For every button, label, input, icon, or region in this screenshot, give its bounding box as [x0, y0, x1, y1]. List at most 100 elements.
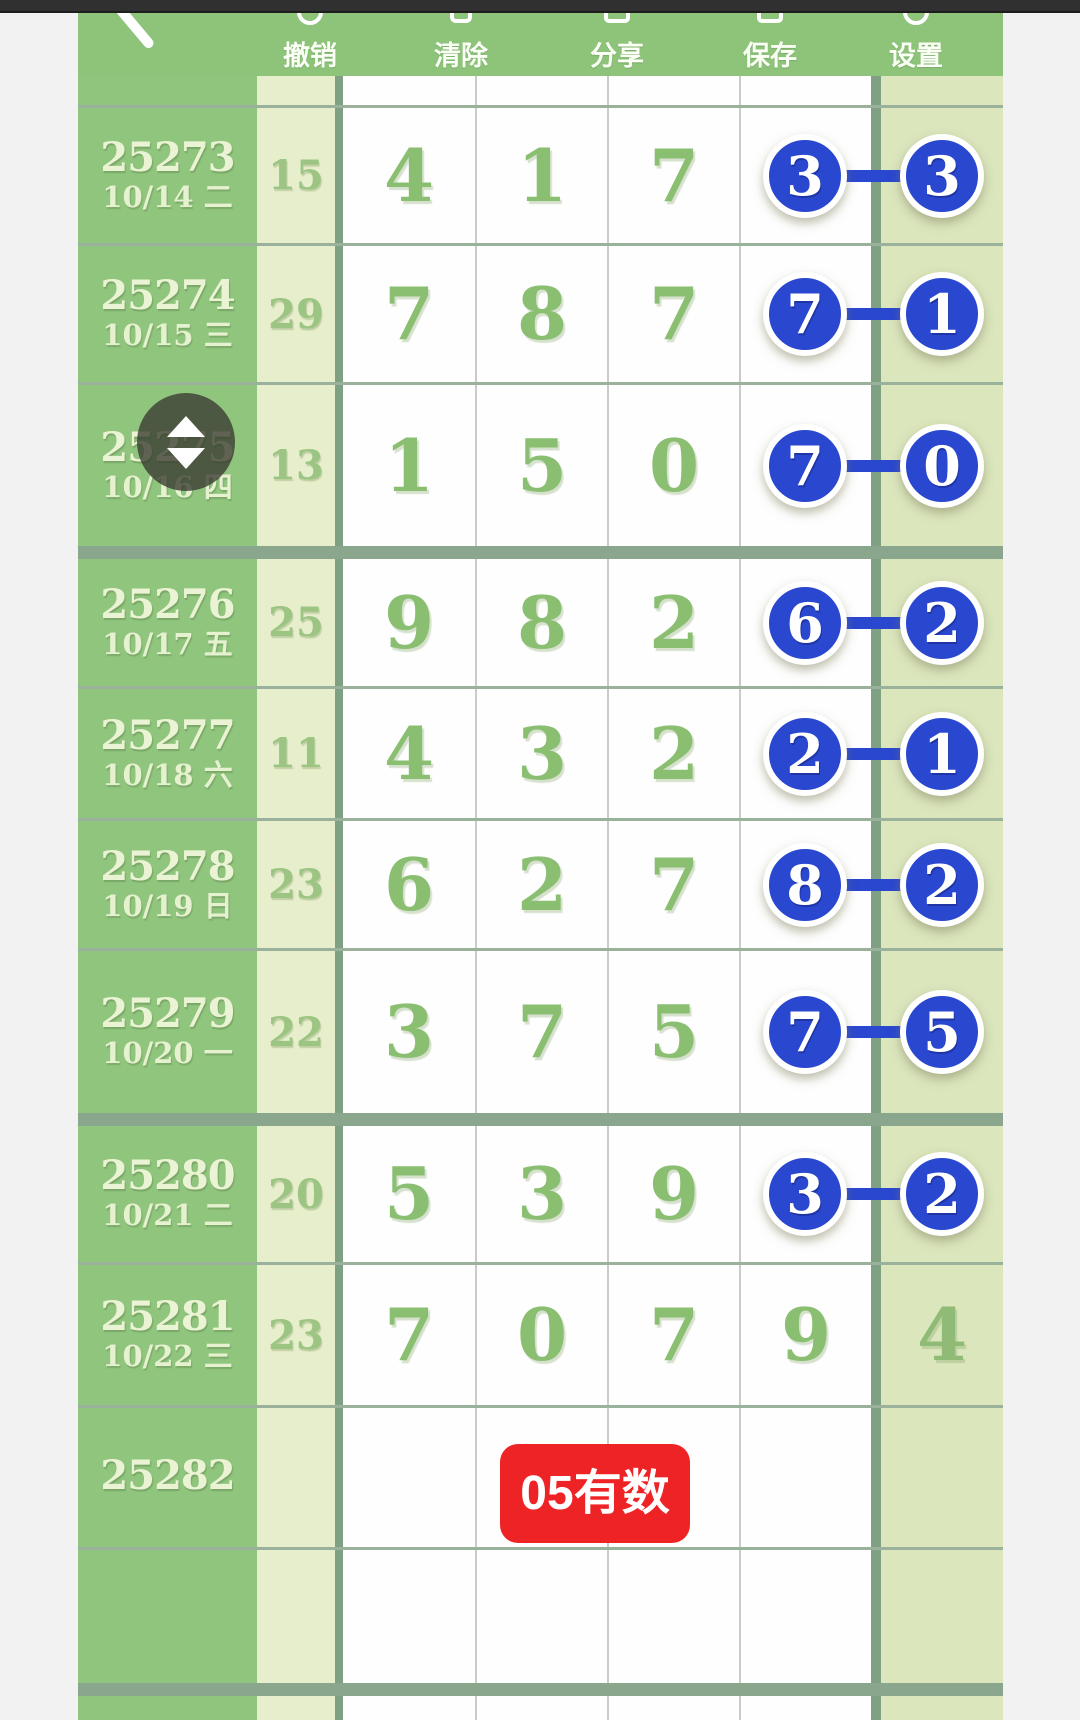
sum-value: 23: [268, 1311, 324, 1359]
digit-cell: 9: [607, 1126, 739, 1262]
toolbar-label: 保存: [743, 41, 797, 71]
table-row: [78, 1550, 1003, 1696]
table-row: 25280 10/21 二 20 5 3 9 3 2: [78, 1126, 1003, 1265]
period-date: 10/15 三: [102, 318, 233, 353]
marked-circle-left: 7: [763, 272, 847, 356]
table-row: 25273 10/14 二 15 4 1 7 3 3: [78, 108, 1003, 246]
table-row: [78, 1696, 1003, 1720]
digit-cell: 4: [343, 108, 475, 243]
draw-digit: 7: [383, 1292, 435, 1377]
digit-cell: 2: [475, 821, 607, 948]
back-button[interactable]: [114, 13, 156, 51]
scroll-handle[interactable]: [137, 393, 235, 491]
period-date: 10/17 五: [102, 626, 233, 661]
period-number: 25279: [100, 990, 235, 1038]
table-row: 25277 10/18 六 11 4 3 2 2 1: [78, 689, 1003, 821]
circle-connector: [835, 308, 912, 320]
toolbar: 撤销 清除 分享 保存 设置: [78, 13, 1003, 76]
marked-circle-left: 2: [763, 711, 847, 796]
period-cell: 25282: [78, 1408, 257, 1547]
sum-cell: [257, 76, 335, 105]
triangle-up-icon: [167, 415, 205, 437]
toolbar-label: 设置: [889, 41, 943, 71]
digit-cell: [607, 76, 739, 105]
toolbar-item-clear[interactable]: 清除: [401, 13, 521, 76]
digit-cell: [739, 1696, 871, 1720]
right-cell: 4: [881, 1265, 1003, 1405]
toolbar-label: 清除: [434, 41, 488, 71]
toolbar-item-save[interactable]: 保存: [710, 13, 830, 76]
period-cell: [78, 1696, 257, 1720]
draw-digit: 4: [383, 710, 435, 796]
digit-cell: [739, 1408, 871, 1547]
draw-digit: 2: [648, 579, 700, 665]
digit-cell: [343, 1696, 475, 1720]
digit-cell: [343, 1408, 475, 1547]
toolbar-item-share[interactable]: 分享: [557, 13, 677, 76]
share-icon: [604, 13, 630, 23]
period-number: 25281: [100, 1293, 235, 1341]
digit-cell: [343, 1550, 475, 1683]
promo-button[interactable]: 05有数: [500, 1444, 690, 1543]
circle-connector: [835, 616, 912, 629]
sum-value: 23: [268, 861, 324, 908]
digit-cell: 5: [475, 385, 607, 546]
digit-cell: 3: [475, 1126, 607, 1262]
sum-cell: 25: [257, 559, 335, 686]
digit-cell: [475, 1550, 607, 1683]
draw-digit: 7: [383, 271, 435, 356]
digit-cell: 1: [475, 108, 607, 243]
digit-cell: 3: [475, 689, 607, 818]
draw-digit: 5: [516, 422, 568, 508]
sum-value: 15: [268, 152, 324, 199]
digit-cell: 8: [475, 559, 607, 686]
digit-cell: [739, 76, 871, 105]
marked-circle-left: 3: [763, 133, 847, 218]
period-number: 25282: [100, 1451, 235, 1499]
period-date: 10/14 二: [102, 179, 233, 214]
toolbar-item-settings[interactable]: 设置: [856, 13, 976, 76]
marked-circle-right: 1: [900, 272, 984, 356]
sum-value: 20: [268, 1170, 324, 1218]
digit-cell: 1: [343, 385, 475, 546]
digit-cell: 7: [475, 951, 607, 1113]
table-row: 25282 05有数: [78, 1408, 1003, 1550]
draw-digit: 7: [648, 1292, 700, 1377]
right-cell: [881, 76, 1003, 105]
digit-cell: [475, 1696, 607, 1720]
digit-cell: 9: [739, 1265, 871, 1405]
vertical-divider: [335, 951, 343, 1113]
save-icon: [757, 13, 783, 23]
sum-cell: 13: [257, 385, 335, 546]
period-date: 10/20 一: [102, 1036, 233, 1071]
table-row: 25279 10/20 一 22 3 7 5 7 5: [78, 951, 1003, 1126]
draw-digit: 2: [648, 710, 700, 796]
sum-cell: [257, 1696, 335, 1720]
vertical-divider: [871, 76, 881, 105]
table-row: [78, 76, 1003, 108]
sum-value: 11: [268, 730, 324, 777]
marked-circle-left: 8: [763, 842, 847, 927]
toolbar-label: 撤销: [283, 41, 337, 71]
circle-connector: [835, 878, 912, 891]
digit-cell: 5: [607, 951, 739, 1113]
circle-connector: [835, 747, 912, 760]
marked-circle-right: 2: [900, 1152, 984, 1236]
vertical-divider: [335, 1265, 343, 1405]
period-cell: 25278 10/19 日: [78, 821, 257, 948]
digit-cell: 2: [607, 689, 739, 818]
draw-digit: 4: [916, 1292, 968, 1377]
vertical-divider: [335, 559, 343, 686]
right-cell: [881, 1408, 1003, 1547]
vertical-divider: [335, 1408, 343, 1547]
circle-connector: [835, 1188, 912, 1200]
toolbar-item-undo[interactable]: 撤销: [250, 13, 370, 76]
trend-table: 25273 10/14 二 15 4 1 7 3 3 25274 10/15 三: [78, 76, 1003, 1720]
draw-digit: 8: [516, 271, 568, 356]
sum-cell: 29: [257, 246, 335, 382]
period-number: 25280: [100, 1152, 235, 1200]
marked-circle-left: 7: [763, 423, 847, 508]
status-bar: [0, 0, 1080, 13]
draw-digit: 7: [516, 989, 568, 1074]
